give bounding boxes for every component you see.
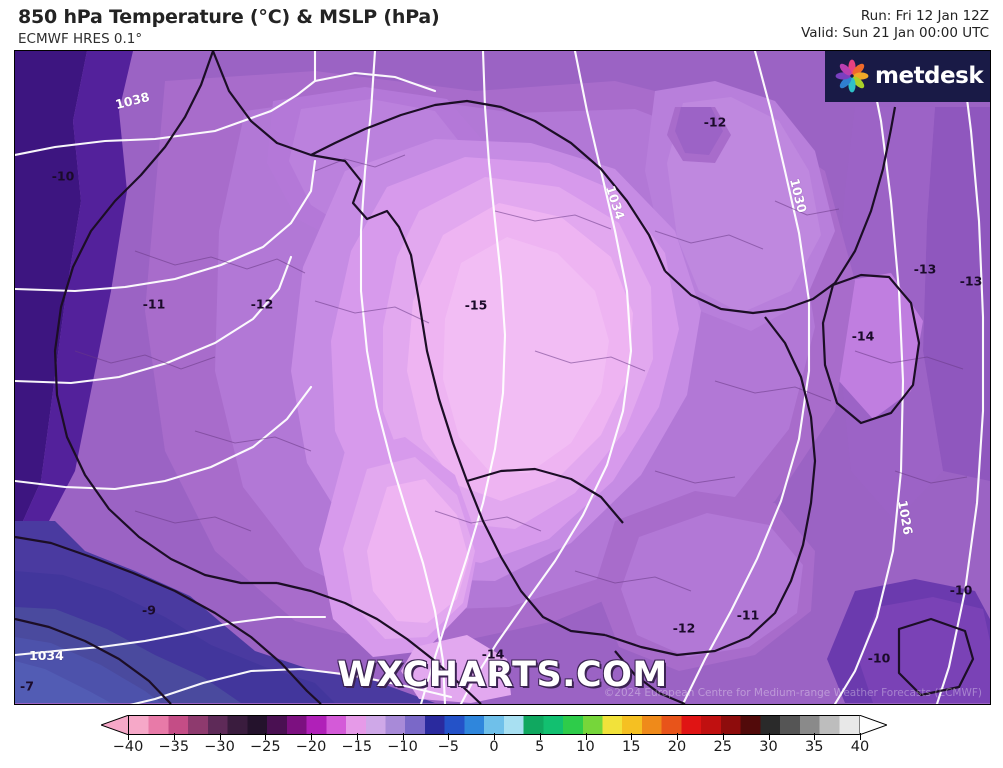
colorbar-tick [768, 733, 770, 740]
colorbar-tick [265, 733, 267, 740]
metdesk-wordmark: metdesk [875, 63, 984, 89]
colorbar-tick-label: 35 [805, 739, 824, 755]
colorbar-gradient [128, 715, 860, 735]
valid-timestamp: Valid: Sun 21 Jan 00:00 UTC [801, 25, 989, 42]
colorbar-tick [860, 733, 861, 740]
colorbar-tick-label: −15 [341, 739, 373, 755]
colorbar-bar [99, 714, 889, 736]
colorbar-tick [539, 733, 541, 740]
colorbar-tick-label: 15 [622, 739, 641, 755]
colorbar-tick-labels: −40 −35 −30 −25 −20 −15 −10 −5 0 5 10 15 20 25 30 35 40 [101, 739, 887, 763]
colorbar-tick-label: 40 [850, 739, 870, 755]
colorbar-tick [722, 733, 724, 740]
colorbar-min-arrow [99, 714, 130, 736]
map-field: -10 -11 -12 -12 -15 -13 -13 -14 -9 -7 -1… [15, 51, 990, 704]
colorbar-tick [585, 733, 587, 740]
colorbar-tick [128, 733, 129, 740]
colorbar-tick [677, 733, 678, 740]
model-subtitle: ECMWF HRES 0.1° [18, 31, 143, 47]
header-right: Run: Fri 12 Jan 12Z Valid: Sun 21 Jan 00… [801, 8, 989, 43]
colorbar-tick-label: 30 [759, 739, 778, 755]
colorbar-tick-label: −20 [295, 739, 327, 755]
colorbar-tick [219, 733, 221, 740]
colorbar-tick-label: 25 [713, 739, 732, 755]
run-timestamp: Run: Fri 12 Jan 12Z [860, 8, 989, 24]
colorbar-ticks [101, 733, 887, 745]
colorbar-tick [631, 733, 633, 740]
pinwheel-icon [835, 59, 869, 93]
colorbar-tick [173, 733, 175, 740]
colorbar-tick-label: −40 [112, 739, 144, 755]
colorbar-tick [814, 733, 816, 740]
colorbar-tick-label: −10 [387, 739, 418, 755]
temperature-field-svg [15, 51, 990, 704]
colorbar: −40 −35 −30 −25 −20 −15 −10 −5 0 5 10 15 20 25 30 35 40 [0, 706, 1003, 768]
colorbar-tick [402, 733, 404, 740]
colorbar-tick [311, 733, 312, 740]
colorbar-tick-label: −5 [437, 739, 459, 755]
colorbar-tick [494, 733, 495, 740]
map-canvas[interactable]: -10 -11 -12 -12 -15 -13 -13 -14 -9 -7 -1… [14, 50, 991, 705]
colorbar-tick-label: 5 [535, 739, 545, 755]
colorbar-tick [448, 733, 450, 740]
colorbar-tick-label: −25 [249, 739, 281, 755]
colorbar-tick-label: −35 [158, 739, 190, 755]
colorbar-tick-label: 20 [667, 739, 687, 755]
header-left: 850 hPa Temperature (°C) & MSLP (hPa) EC… [18, 6, 440, 47]
colorbar-tick-label: 0 [489, 739, 499, 755]
colorbar-tick [356, 733, 358, 740]
metdesk-logo[interactable]: metdesk [825, 51, 990, 102]
colorbar-max-arrow [858, 714, 889, 736]
colorbar-tick-label: 10 [576, 739, 595, 755]
colorbar-tick-label: −30 [204, 739, 235, 755]
page-title: 850 hPa Temperature (°C) & MSLP (hPa) [18, 6, 440, 28]
